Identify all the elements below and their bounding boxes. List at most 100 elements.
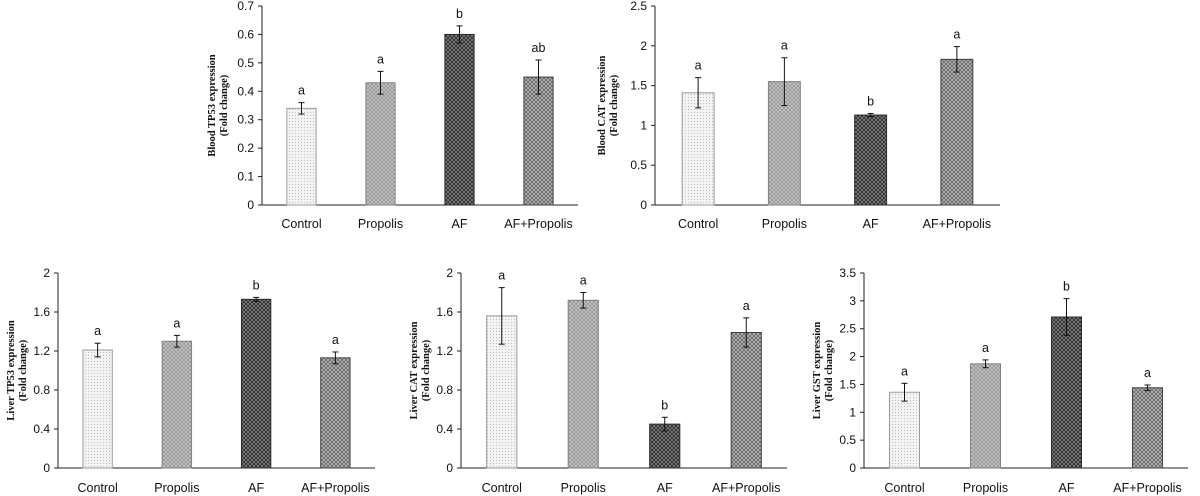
blood-tp53-y-tick-label: 0.5 — [237, 56, 254, 70]
liver-cat-significance-label: a — [498, 269, 505, 283]
blood-cat-bar-propolis — [767, 81, 801, 206]
liver-cat-y-title-line2: (Fold change) — [421, 339, 432, 401]
liver-tp53-category-label: AF+Propolis — [301, 481, 369, 495]
liver-tp53-bar-af-propolis — [320, 357, 351, 469]
liver-cat-y-tick-label: 0.4 — [436, 422, 453, 436]
liver-gst-significance-label: a — [1144, 366, 1151, 380]
blood-cat-significance-label: a — [953, 28, 960, 42]
liver-tp53-bar-propolis — [161, 340, 193, 469]
blood-tp53-y-title-line1: Blood TP53 expression — [207, 54, 218, 156]
blood-cat-significance-label: a — [781, 39, 788, 53]
liver-tp53-bar-af — [240, 298, 272, 469]
blood-cat-category-label: AF — [863, 217, 879, 231]
blood-cat-significance-label: a — [695, 59, 702, 73]
liver-gst-y-title-line1: Liver GST expression — [812, 322, 823, 420]
blood-tp53-y-tick-label: 0.4 — [237, 84, 254, 98]
blood-cat-y-title-line1: Blood CAT expression — [597, 55, 608, 155]
blood-cat-bar-af-propolis — [940, 58, 974, 206]
blood-cat-y-tick-label: 1.5 — [630, 79, 647, 93]
liver-tp53-significance-label: a — [332, 333, 339, 347]
liver-cat-y-tick-label: 0.8 — [436, 383, 453, 397]
liver-gst-y-tick-label: 3 — [849, 294, 856, 308]
liver-gst-significance-label: a — [901, 364, 908, 378]
blood-tp53-bar-propolis — [365, 82, 396, 206]
blood-cat-bar-af — [854, 114, 888, 206]
blood-tp53-significance-label: a — [298, 84, 305, 98]
blood-cat-bar-control — [681, 92, 715, 206]
liver-gst-y-tick-label: 1.5 — [839, 377, 856, 391]
liver-tp53-y-tick-label: 0.8 — [33, 383, 50, 397]
blood-cat-category-label: Propolis — [762, 217, 807, 231]
blood-tp53-y-tick-label: 0.2 — [237, 141, 254, 155]
blood-cat-category-label: Control — [678, 217, 718, 231]
liver-tp53-chart: 0 0.4 0.8 1.2 1.6 2 a Control a Propolis b AF a AF+Pr… — [6, 266, 375, 495]
blood-tp53-category-label: Propolis — [358, 217, 403, 231]
liver-cat-y-tick-label: 1.2 — [436, 344, 453, 358]
blood-tp53-category-label: AF — [452, 217, 468, 231]
blood-tp53-significance-label: ab — [532, 41, 546, 55]
liver-cat-y-tick-label: 1.6 — [436, 305, 453, 319]
blood-tp53-bar-af — [444, 33, 475, 206]
liver-cat-significance-label: b — [661, 398, 668, 412]
liver-gst-y-tick-label: 3.5 — [839, 266, 856, 280]
liver-cat-category-label: Propolis — [561, 481, 606, 495]
liver-tp53-y-tick-label: 0.4 — [33, 422, 50, 436]
liver-cat-significance-label: a — [743, 299, 750, 313]
liver-cat-y-tick-label: 2 — [446, 266, 453, 280]
blood-cat-category-label: AF+Propolis — [923, 217, 991, 231]
liver-tp53-y-title-line2: (Fold change) — [18, 339, 29, 401]
liver-gst-y-tick-label: 1 — [849, 405, 856, 419]
liver-tp53-significance-label: a — [173, 316, 180, 330]
liver-tp53-y-tick-label: 2 — [43, 266, 50, 280]
blood-tp53-y-tick-label: 0.6 — [237, 27, 254, 41]
liver-tp53-category-label: Control — [77, 481, 117, 495]
liver-gst-significance-label: a — [982, 341, 989, 355]
blood-tp53-category-label: AF+Propolis — [504, 217, 572, 231]
liver-tp53-significance-label: b — [253, 278, 260, 292]
liver-cat-chart: 0 0.4 0.8 1.2 1.6 2 a Control a Propolis b AF a AF+Pr… — [409, 266, 787, 495]
liver-gst-y-tick-label: 0.5 — [839, 433, 856, 447]
liver-cat-y-title-line1: Liver CAT expression — [409, 321, 420, 419]
blood-cat-y-tick-label: 0.5 — [630, 158, 647, 172]
blood-tp53-significance-label: b — [456, 7, 463, 21]
liver-gst-bar-af-propolis — [1132, 387, 1163, 469]
liver-gst-y-tick-label: 0 — [849, 461, 856, 475]
blood-tp53-bar-af-propolis — [523, 76, 554, 206]
liver-gst-category-label: Propolis — [963, 481, 1008, 495]
blood-cat-y-tick-label: 2 — [640, 39, 647, 53]
liver-cat-y-tick-label: 0 — [446, 461, 453, 475]
liver-cat-bar-propolis — [567, 299, 599, 469]
liver-tp53-bar-control — [82, 349, 113, 469]
blood-cat-y-title-line2: (Fold change) — [609, 74, 620, 136]
liver-gst-bar-af — [1051, 316, 1082, 469]
liver-gst-category-label: AF — [1059, 481, 1075, 495]
blood-cat-y-tick-label: 0 — [640, 198, 647, 212]
liver-gst-category-label: AF+Propolis — [1113, 481, 1181, 495]
liver-tp53-category-label: AF — [248, 481, 264, 495]
liver-cat-category-label: AF — [657, 481, 673, 495]
blood-tp53-y-tick-label: 0.3 — [237, 113, 254, 127]
liver-tp53-y-tick-label: 0 — [43, 461, 50, 475]
liver-tp53-category-label: Propolis — [154, 481, 199, 495]
liver-cat-bar-af-propolis — [730, 331, 762, 469]
blood-tp53-bar-control — [286, 107, 317, 206]
liver-gst-bar-control — [889, 391, 920, 469]
blood-tp53-category-label: Control — [281, 217, 321, 231]
liver-gst-category-label: Control — [884, 481, 924, 495]
blood-tp53-significance-label: a — [377, 52, 384, 66]
liver-gst-y-tick-label: 2.5 — [839, 322, 856, 336]
liver-tp53-y-title-line1: Liver TP53 expression — [6, 320, 17, 421]
blood-tp53-chart: 0 0.1 0.2 0.3 0.4 0.5 0.6 0.7 a Control a Propolis b… — [207, 0, 578, 231]
blood-tp53-y-tick-label: 0 — [247, 198, 254, 212]
liver-gst-significance-label: b — [1063, 280, 1070, 294]
blood-cat-y-tick-label: 1 — [640, 118, 647, 132]
blood-tp53-y-tick-label: 0.1 — [237, 170, 254, 184]
blood-cat-significance-label: b — [867, 94, 874, 108]
liver-cat-category-label: Control — [482, 481, 522, 495]
liver-cat-category-label: AF+Propolis — [712, 481, 780, 495]
liver-gst-chart: 0 0.5 1 1.5 2 2.5 3 3.5 a Control a Propolis b AF a AF+… — [812, 266, 1188, 495]
liver-tp53-y-tick-label: 1.2 — [33, 344, 50, 358]
blood-tp53-y-tick-label: 0.7 — [237, 0, 254, 13]
blood-cat-chart: 0 0.5 1 1.5 2 2.5 a Control a Propolis b AF a AF+Prop… — [597, 0, 1000, 231]
